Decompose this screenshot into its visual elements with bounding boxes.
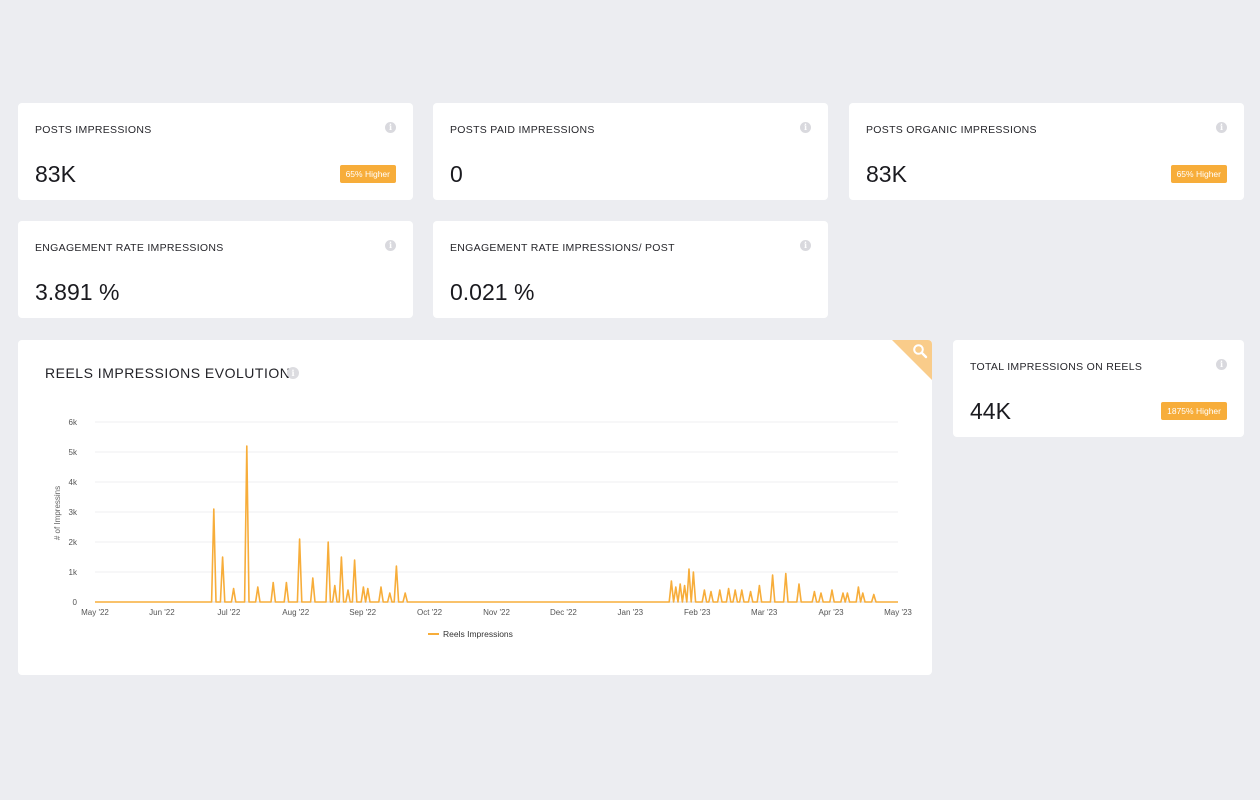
legend-item-reels-impressions[interactable]: Reels Impressions <box>443 629 513 639</box>
y-tick-label: 3k <box>69 508 78 517</box>
info-icon[interactable]: i <box>385 122 396 133</box>
search-icon <box>913 344 928 359</box>
stat-value: 3.891 % <box>35 279 120 305</box>
zoom-button-background <box>892 340 932 380</box>
info-icon[interactable]: i <box>287 367 299 379</box>
x-tick-label: Jul '22 <box>217 608 240 617</box>
x-tick-label: May '22 <box>81 608 109 617</box>
status-badge: 1875% Higher <box>1161 402 1227 420</box>
x-tick-label: Mar '23 <box>751 608 778 617</box>
stat-card-engagement-rate-impressions-per-post: ENGAGEMENT RATE IMPRESSIONS/ POST i 0.02… <box>433 221 828 318</box>
x-tick-label: Oct '22 <box>417 608 443 617</box>
x-tick-label: Apr '23 <box>819 608 845 617</box>
stat-label: ENGAGEMENT RATE IMPRESSIONS <box>35 242 224 254</box>
stat-value: 83K <box>35 161 76 187</box>
stat-label: TOTAL IMPRESSIONS ON REELS <box>970 361 1143 373</box>
x-tick-label: May '23 <box>884 608 912 617</box>
stat-label: POSTS ORGANIC IMPRESSIONS <box>866 124 1037 136</box>
y-tick-label: 4k <box>69 478 78 487</box>
y-axis-label: # of Impressins <box>53 486 62 540</box>
y-tick-label: 1k <box>69 568 78 577</box>
y-tick-label: 5k <box>69 448 78 457</box>
y-tick-label: 0 <box>73 598 78 607</box>
stat-label: ENGAGEMENT RATE IMPRESSIONS/ POST <box>450 242 675 254</box>
zoom-button[interactable] <box>892 340 932 380</box>
reels-impressions-line-chart: 0 1k 2k 3k 4k 5k 6k May '22 Jun '22 Jul '22 Aug '… <box>53 418 912 639</box>
stat-card-posts-organic-impressions: POSTS ORGANIC IMPRESSIONS i 83K 65% High… <box>849 103 1244 200</box>
status-badge: 65% Higher <box>1170 165 1227 183</box>
x-tick-label: Dec '22 <box>550 608 577 617</box>
info-icon[interactable]: i <box>1216 359 1227 370</box>
reels-impressions-chart-card: REELS IMPRESSIONS EVOLUTION i 0 1k 2k 3k 4k 5… <box>18 340 932 675</box>
stat-card-posts-impressions: POSTS IMPRESSIONS i 83K 65% Higher <box>18 103 413 200</box>
stat-label: POSTS IMPRESSIONS <box>35 124 152 136</box>
x-tick-label: Nov '22 <box>483 608 510 617</box>
stat-label: POSTS PAID IMPRESSIONS <box>450 124 595 136</box>
y-tick-label: 6k <box>69 418 78 427</box>
stat-value: 83K <box>866 161 907 187</box>
x-tick-label: Sep '22 <box>349 608 376 617</box>
info-icon[interactable]: i <box>800 122 811 133</box>
series-line-reels-impressions <box>95 445 898 603</box>
x-tick-label: Jun '22 <box>149 608 175 617</box>
x-tick-label: Feb '23 <box>684 608 711 617</box>
x-tick-label: Aug '22 <box>282 608 309 617</box>
info-icon[interactable]: i <box>385 240 396 251</box>
info-icon[interactable]: i <box>1216 122 1227 133</box>
stat-value: 0.021 % <box>450 279 535 305</box>
chart-title: REELS IMPRESSIONS EVOLUTION <box>45 365 291 381</box>
x-tick-label: Jan '23 <box>618 608 644 617</box>
stat-card-posts-paid-impressions: POSTS PAID IMPRESSIONS i 0 <box>433 103 828 200</box>
stat-value: 0 <box>450 161 463 187</box>
stat-card-engagement-rate-impressions: ENGAGEMENT RATE IMPRESSIONS i 3.891 % <box>18 221 413 318</box>
stat-card-total-impressions-on-reels: TOTAL IMPRESSIONS ON REELS i 44K 1875% H… <box>953 340 1244 437</box>
status-badge: 65% Higher <box>339 165 396 183</box>
stat-value: 44K <box>970 398 1011 424</box>
info-icon[interactable]: i <box>800 240 811 251</box>
y-tick-label: 2k <box>69 538 78 547</box>
